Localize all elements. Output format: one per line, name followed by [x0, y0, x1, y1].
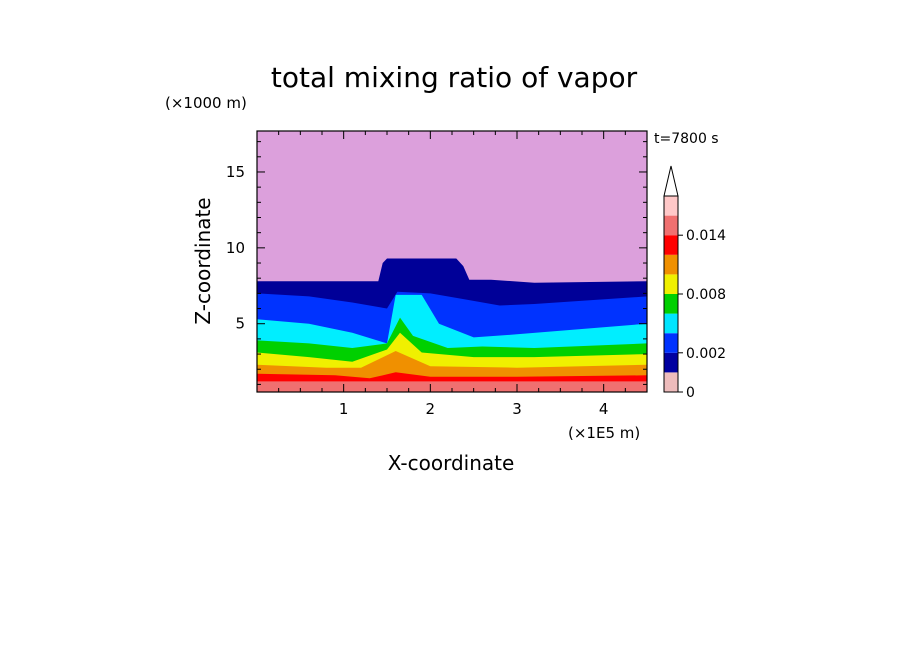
y-axis-title: Z-coordinate: [191, 197, 215, 324]
x-tick-labels: 1 2 3 4: [339, 400, 609, 418]
colorbar-segment: [664, 294, 678, 314]
colorbar-segment: [664, 196, 678, 216]
x-tick-label: 1: [339, 400, 349, 418]
x-axis-title: X-coordinate: [388, 451, 515, 475]
colorbar-segment: [664, 254, 678, 275]
y-tick-label: 10: [226, 239, 245, 257]
contour-bands: [257, 258, 647, 392]
colorbar-extend-arrow: [663, 165, 679, 197]
colorbar-segment: [664, 372, 678, 392]
colorbar-tick-label: 0.014: [686, 228, 726, 244]
contour-band-8: [257, 381, 647, 392]
y-unit-label: (×1000 m): [165, 94, 247, 112]
colorbar-tick-label: 0: [686, 385, 695, 401]
x-tick-label: 2: [426, 400, 436, 418]
y-tick-labels: 5 10 15: [226, 163, 245, 333]
colorbar-tick-label: 0.008: [686, 287, 726, 303]
colorbar-segment: [664, 313, 678, 334]
colorbar-segment: [664, 352, 678, 373]
axis-ticks: [257, 131, 647, 392]
colorbar-segment: [664, 333, 678, 353]
colorbar-segment: [664, 235, 678, 255]
colorbar-segment: [664, 274, 678, 294]
plot-area: [256, 130, 648, 393]
y-tick-label: 5: [235, 315, 245, 333]
chart-title: total mixing ratio of vapor: [271, 61, 638, 94]
x-tick-label: 4: [599, 400, 609, 418]
x-tick-label: 3: [512, 400, 522, 418]
colorbar-tick-label: 0.002: [686, 346, 726, 362]
time-label: t=7800 s: [654, 131, 719, 147]
colorbar: 0 0.002 0.008 0.014: [663, 165, 726, 401]
x-unit-label: (×1E5 m): [568, 424, 640, 442]
plot-frame: [256, 130, 648, 393]
y-tick-label: 15: [226, 163, 245, 181]
colorbar-segment: [664, 215, 678, 236]
